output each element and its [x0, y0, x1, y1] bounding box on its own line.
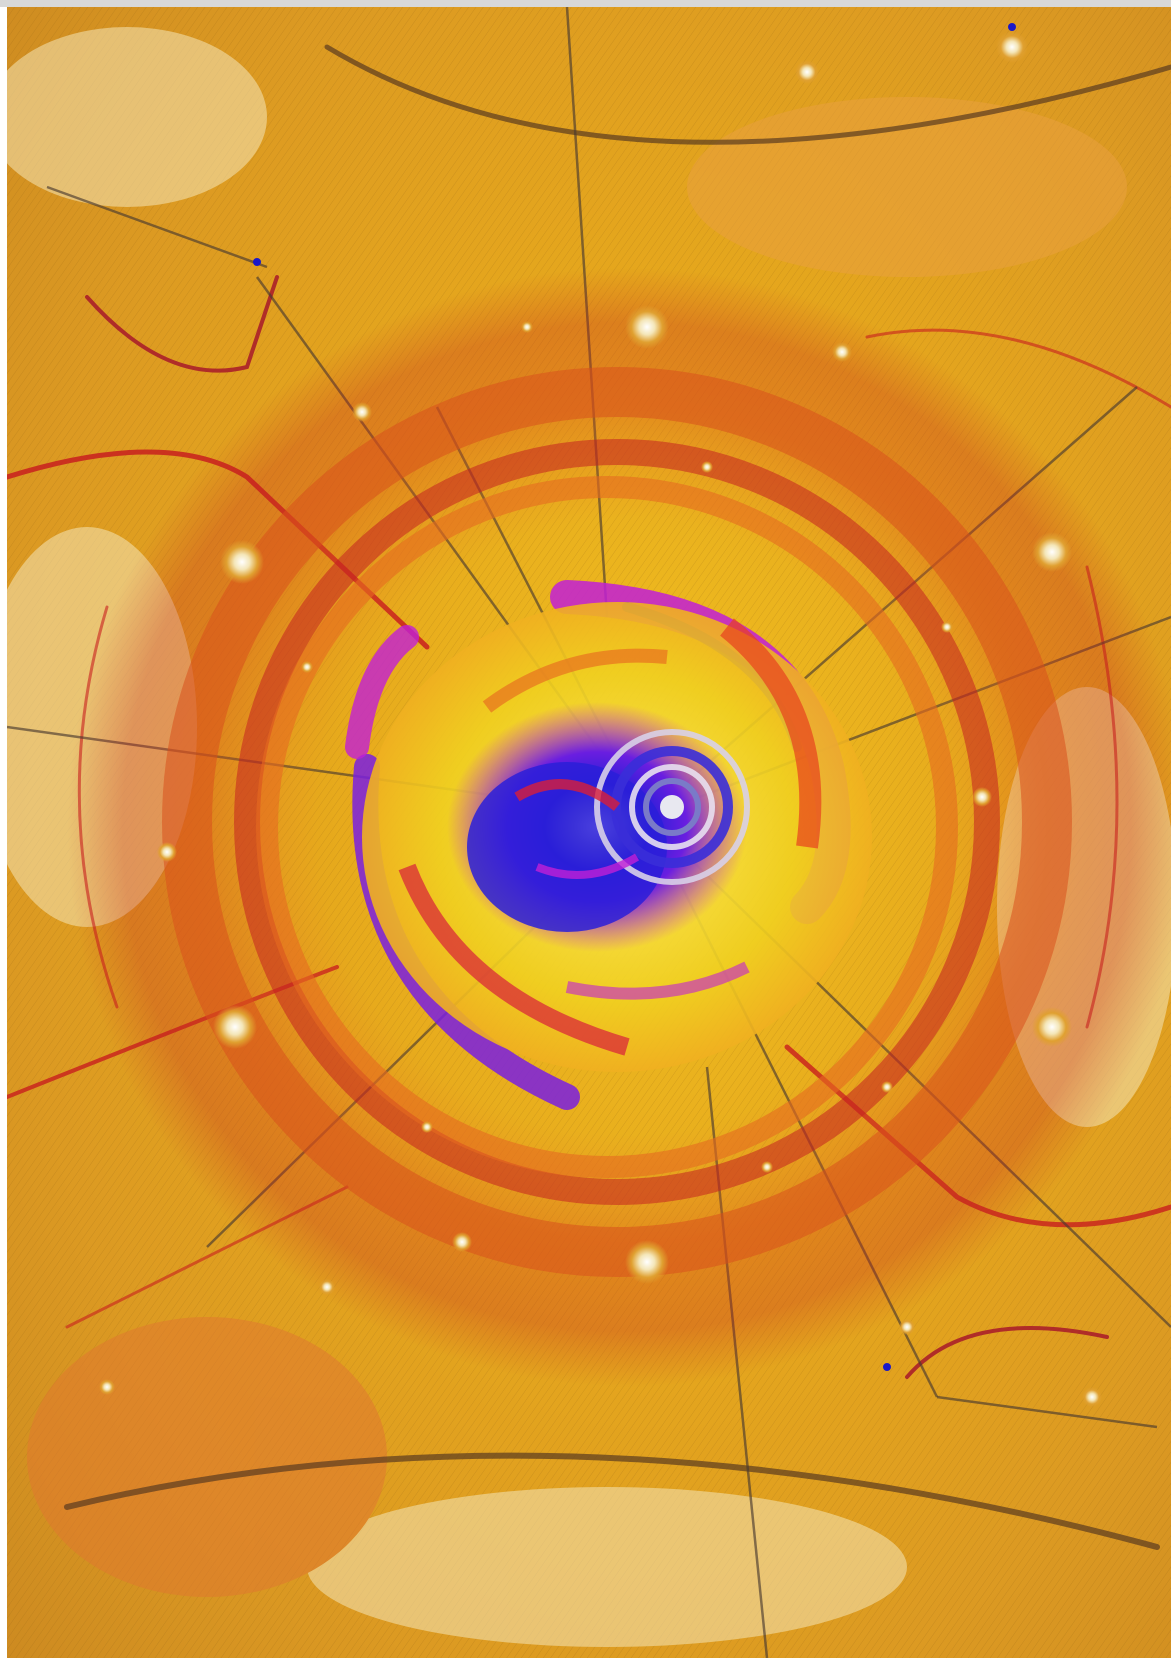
spiral-core [447, 702, 750, 952]
fractal-nodes [99, 23, 1102, 1407]
fractal-node [421, 1121, 433, 1133]
fractal-node [701, 461, 713, 473]
fractal-node [1032, 1007, 1072, 1047]
window-top-border [0, 0, 1171, 7]
fractal-node [452, 1232, 472, 1252]
blue-pinpoint [253, 258, 261, 266]
fractal-node [1032, 532, 1072, 572]
fractal-node [625, 1240, 669, 1284]
fractal-node [795, 60, 819, 84]
blue-pinpoint [1008, 23, 1016, 31]
fractal-node [352, 402, 372, 422]
fractal-node [996, 31, 1028, 63]
fractal-node [881, 1081, 893, 1093]
fractal-node [941, 621, 953, 633]
fractal-node [761, 1161, 773, 1173]
fractal-node [213, 1005, 257, 1049]
fractal-node [832, 342, 852, 362]
fractal-node [99, 1379, 115, 1395]
fractal-node [899, 1319, 915, 1335]
fractal-node [1082, 1387, 1102, 1407]
fractal-node [625, 305, 669, 349]
blue-pinpoint [883, 1363, 891, 1371]
fractal-artwork [7, 7, 1171, 1658]
fractal-node [301, 661, 313, 673]
fractal-node [521, 321, 533, 333]
fractal-node [220, 540, 264, 584]
fractal-canvas [7, 7, 1171, 1658]
fractal-node [157, 842, 177, 862]
fractal-node [319, 1279, 335, 1295]
fractal-node [972, 787, 992, 807]
inner-bands [398, 618, 822, 1056]
